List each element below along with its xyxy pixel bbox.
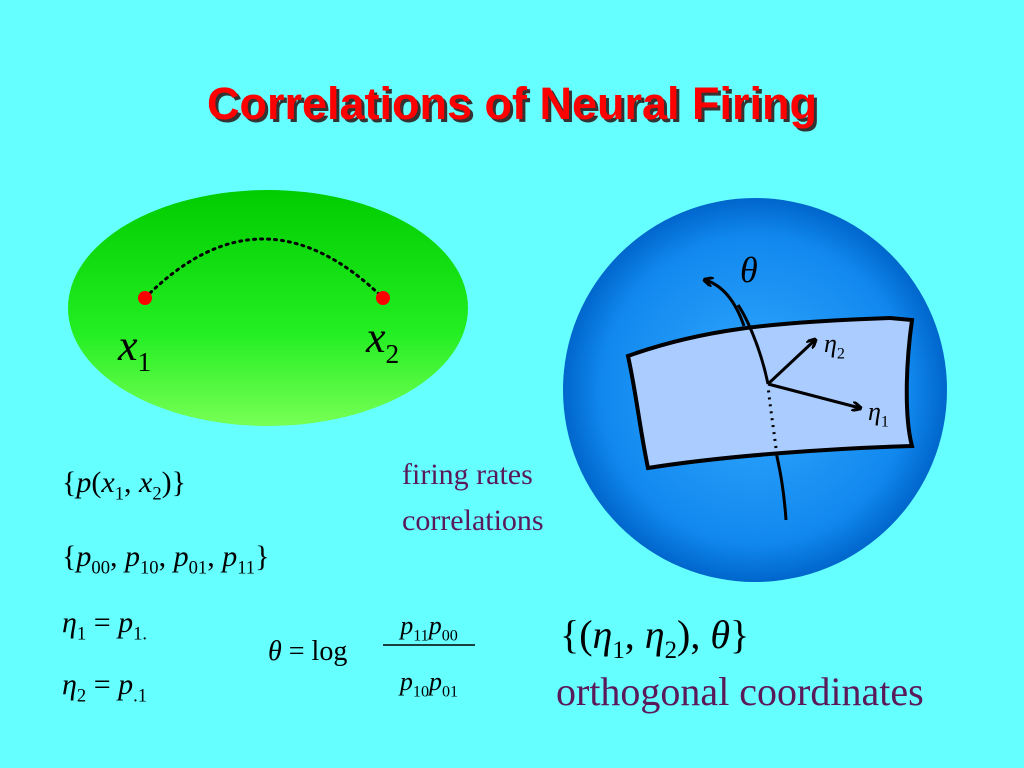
math: x2 <box>365 313 399 369</box>
math-symbol: p <box>427 667 442 696</box>
math: p10p01 <box>398 667 458 701</box>
math-symbol: p <box>172 540 189 573</box>
subscript: 1 <box>115 484 124 505</box>
subscript: .1 <box>133 686 147 707</box>
math: η2 = p.1 <box>62 668 147 707</box>
title: Correlations of Neural Firing <box>207 78 817 129</box>
math-symbol: p <box>116 606 133 639</box>
math: η1 <box>868 397 889 431</box>
subscript: 1 <box>138 347 152 377</box>
math-symbol: = <box>86 606 118 639</box>
math-symbol: η <box>824 329 837 358</box>
math-symbol: θ <box>268 636 282 667</box>
subscript: 1 <box>612 637 624 664</box>
eta1-arrow <box>767 382 860 408</box>
subscript: 10 <box>140 558 159 579</box>
math: {(η1, η2), θ} <box>560 612 749 664</box>
math-symbol: θ <box>740 250 758 290</box>
subscript: 1 <box>881 414 889 431</box>
note-line: correlations <box>402 504 544 537</box>
math: θ = log <box>268 636 347 667</box>
math-symbol: , <box>124 466 139 499</box>
subscript: 2 <box>152 484 161 505</box>
math-symbol: = log <box>282 636 348 667</box>
math: x1 <box>117 321 151 377</box>
math-symbol: , <box>625 612 645 657</box>
math-symbol: η <box>868 397 881 426</box>
subscript: 1 <box>77 624 86 645</box>
math-symbol: p <box>398 611 413 640</box>
math-symbol: η <box>645 612 665 657</box>
math-symbol: } <box>172 466 186 499</box>
eta2-arrow <box>766 340 815 386</box>
math-symbol: x <box>100 466 115 499</box>
math-symbol: p <box>398 667 413 696</box>
math-symbol: θ <box>710 612 730 657</box>
math-symbol: = <box>86 668 118 701</box>
subscript: 01 <box>442 684 458 701</box>
math-symbol: { <box>62 540 76 573</box>
subscript: 00 <box>91 558 110 579</box>
math-symbol: } <box>730 612 749 657</box>
subscript: 2 <box>837 346 845 363</box>
surface <box>625 315 915 471</box>
subscript: 11 <box>237 558 255 579</box>
subscript: 1. <box>133 624 147 645</box>
point <box>376 291 390 305</box>
curve-dotted <box>766 385 778 449</box>
math: {p00, p10, p01, p11} <box>62 540 270 579</box>
subscript: 01 <box>189 558 208 579</box>
curve <box>774 451 788 521</box>
math-symbol: , <box>207 540 222 573</box>
math-symbol: p <box>123 540 140 573</box>
math-symbol: p <box>74 540 91 573</box>
math-symbol: η <box>62 668 77 701</box>
math-symbol: p <box>427 611 442 640</box>
math-symbol: { <box>62 466 76 499</box>
subscript: 11 <box>413 628 429 645</box>
math: θ <box>740 250 758 290</box>
math: p11p00 <box>398 611 458 645</box>
subscript: 00 <box>442 628 458 645</box>
ellipse <box>68 190 468 426</box>
math-symbol: η <box>62 606 77 639</box>
subscript: 2 <box>665 637 677 664</box>
math-symbol: ( <box>91 466 101 499</box>
math-symbol: x <box>117 321 138 370</box>
math: η1 = p1. <box>62 606 147 645</box>
math-symbol: } <box>255 540 269 573</box>
math-symbol: x <box>138 466 153 499</box>
dotted-arc <box>143 237 385 300</box>
math: {p(x1, x2)} <box>62 466 186 505</box>
subscript: 2 <box>77 686 86 707</box>
math-symbol: η <box>593 612 613 657</box>
math: η2 <box>824 329 845 363</box>
math-symbol: p <box>220 540 237 573</box>
title-shadow: Correlations of Neural Firing <box>210 81 820 132</box>
math-symbol: , <box>159 540 174 573</box>
math-symbol: ) <box>162 466 172 499</box>
math-symbol: p <box>116 668 133 701</box>
math-symbol: x <box>365 313 386 362</box>
subscript: 10 <box>413 684 429 701</box>
subscript: 2 <box>386 339 400 369</box>
caption: orthogonal coordinates <box>556 669 924 714</box>
math-symbol: ), <box>677 612 710 657</box>
point <box>138 291 152 305</box>
note-line: firing rates <box>402 458 533 491</box>
math-symbol: {( <box>560 612 593 657</box>
theta-arrow <box>705 280 770 385</box>
math-symbol: , <box>110 540 125 573</box>
math-symbol: p <box>74 466 91 499</box>
